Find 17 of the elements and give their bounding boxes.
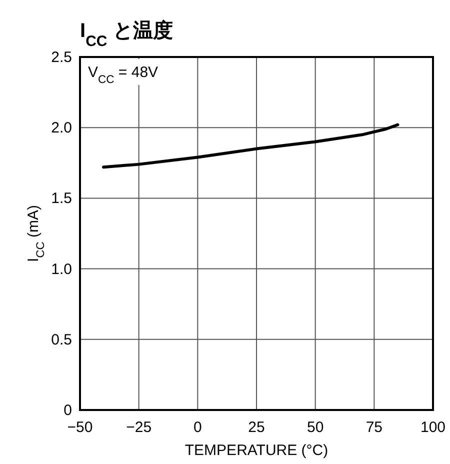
y-tick-label: 0	[64, 402, 72, 419]
line-series	[102, 123, 400, 169]
x-tick-label: 25	[248, 419, 265, 436]
x-tick-label: −25	[126, 419, 152, 436]
y-tick-label: 0.5	[51, 331, 72, 348]
x-tick-label: −50	[67, 419, 93, 436]
x-tick-label: 50	[306, 419, 324, 436]
chart-title: I$_{CC}$ と温度	[80, 19, 173, 50]
x-tick-label: 75	[366, 419, 383, 436]
y-tick-label: 2.5	[51, 49, 72, 66]
y-tick-label: 1.5	[51, 190, 72, 208]
x-tick-label: 0	[193, 419, 202, 436]
x-axis-title: TEMPERATURE (°C)	[184, 442, 328, 459]
y-tick-label: 2.0	[51, 120, 72, 137]
y-tick-label: 1.0	[51, 260, 72, 278]
annotation: V$_{CC}$ = 48V	[88, 64, 158, 86]
x-tick-label: 100	[420, 419, 446, 436]
